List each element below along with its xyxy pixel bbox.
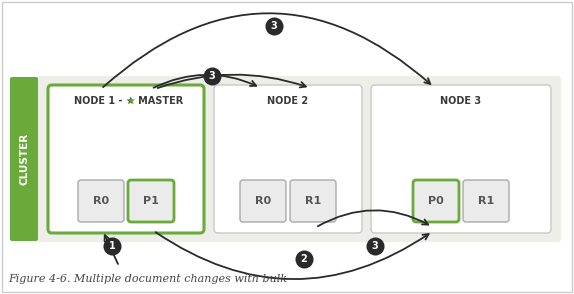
Text: R0: R0 xyxy=(93,196,109,206)
FancyBboxPatch shape xyxy=(48,85,204,233)
Text: 3: 3 xyxy=(270,21,277,31)
FancyBboxPatch shape xyxy=(78,180,124,222)
Text: ★: ★ xyxy=(126,96,135,106)
Text: R1: R1 xyxy=(478,196,494,206)
FancyBboxPatch shape xyxy=(413,180,459,222)
Text: R1: R1 xyxy=(305,196,321,206)
FancyBboxPatch shape xyxy=(128,180,174,222)
FancyBboxPatch shape xyxy=(37,76,561,242)
Text: ★ MASTER: ★ MASTER xyxy=(126,96,183,106)
Text: NODE 2: NODE 2 xyxy=(267,96,309,106)
Text: P0: P0 xyxy=(428,196,444,206)
Text: 3: 3 xyxy=(371,241,378,251)
Text: 1: 1 xyxy=(108,241,115,251)
Text: P1: P1 xyxy=(143,196,159,206)
FancyBboxPatch shape xyxy=(240,180,286,222)
Text: 2: 2 xyxy=(300,254,307,264)
Text: 3: 3 xyxy=(208,71,215,81)
FancyBboxPatch shape xyxy=(371,85,551,233)
FancyBboxPatch shape xyxy=(214,85,362,233)
Text: NODE 3: NODE 3 xyxy=(440,96,482,106)
Text: Figure 4-6. Multiple document changes with bulk: Figure 4-6. Multiple document changes wi… xyxy=(8,274,287,284)
FancyBboxPatch shape xyxy=(2,2,572,292)
Text: R0: R0 xyxy=(255,196,271,206)
FancyBboxPatch shape xyxy=(463,180,509,222)
FancyBboxPatch shape xyxy=(290,180,336,222)
Text: NODE 1 -: NODE 1 - xyxy=(74,96,126,106)
FancyBboxPatch shape xyxy=(10,77,38,241)
Text: CLUSTER: CLUSTER xyxy=(19,133,29,185)
